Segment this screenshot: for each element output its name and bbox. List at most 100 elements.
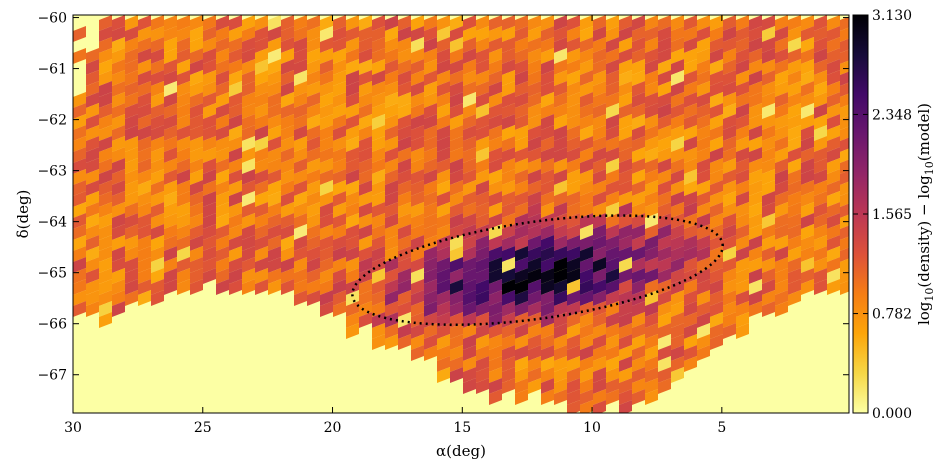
heatmap-cell (749, 147, 762, 163)
heatmap-cell (541, 257, 554, 273)
heatmap-cell (242, 268, 255, 284)
heatmap-cell (385, 37, 398, 53)
heatmap-cell (606, 389, 619, 405)
heatmap-cell (593, 202, 606, 218)
heatmap-cell (216, 169, 229, 185)
heatmap-cell (658, 59, 671, 75)
heatmap-cell (541, 378, 554, 394)
heatmap-cell (541, 323, 554, 339)
heatmap-cell (515, 37, 528, 53)
heatmap-cell (372, 290, 385, 306)
heatmap-cell (554, 279, 567, 295)
heatmap-cell (567, 268, 580, 284)
heatmap-cell (450, 81, 463, 97)
heatmap-cell (398, 81, 411, 97)
heatmap-cell (645, 367, 658, 383)
heatmap-cell (151, 136, 164, 152)
heatmap-cell (99, 191, 112, 207)
heatmap-cell (320, 235, 333, 251)
heatmap-cell (827, 257, 840, 273)
heatmap-cell (723, 246, 736, 262)
heatmap-cell (294, 59, 307, 75)
heatmap-cell (736, 59, 749, 75)
heatmap-cell (242, 92, 255, 108)
heatmap-cell (554, 48, 567, 64)
heatmap-cell (567, 158, 580, 174)
heatmap-cell (567, 37, 580, 53)
heatmap-cell (489, 301, 502, 317)
heatmap-cell (567, 81, 580, 97)
heatmap-cell (541, 202, 554, 218)
heatmap-cell (541, 15, 554, 31)
heatmap-cell (463, 378, 476, 394)
heatmap-cell (515, 26, 528, 42)
heatmap-cell (762, 114, 775, 130)
heatmap-cell (411, 180, 424, 196)
heatmap-cell (502, 268, 515, 284)
heatmap-cell (138, 213, 151, 229)
heatmap-cell (632, 290, 645, 306)
heatmap-cell (346, 191, 359, 207)
heatmap-cell (437, 92, 450, 108)
heatmap-cell (424, 345, 437, 361)
heatmap-cell (554, 191, 567, 207)
heatmap-cell (788, 114, 801, 130)
heatmap-cell (450, 169, 463, 185)
heatmap-cell (593, 378, 606, 394)
heatmap-cell (151, 224, 164, 240)
heatmap-cell (762, 158, 775, 174)
heatmap-cell (164, 158, 177, 174)
heatmap-cell (723, 125, 736, 141)
heatmap-cell (567, 389, 580, 405)
heatmap-cell (125, 246, 138, 262)
heatmap-cell (138, 235, 151, 251)
heatmap-cell (528, 279, 541, 295)
heatmap-cell (476, 213, 489, 229)
heatmap-cell (346, 136, 359, 152)
heatmap-cell (788, 70, 801, 86)
heatmap-cell (710, 15, 723, 31)
heatmap-cell (463, 323, 476, 339)
heatmap-cell (86, 158, 99, 174)
heatmap-cell (450, 125, 463, 141)
heatmap-cell (489, 180, 502, 196)
heatmap-cell (190, 191, 203, 207)
heatmap-cell (294, 136, 307, 152)
heatmap-cell (814, 103, 827, 119)
heatmap-cell (554, 158, 567, 174)
heatmap-cell (749, 235, 762, 251)
heatmap-cell (112, 268, 125, 284)
heatmap-cell (346, 114, 359, 130)
heatmap-cell (450, 191, 463, 207)
heatmap-cell (229, 191, 242, 207)
heatmap-cell (710, 213, 723, 229)
heatmap-cell (502, 246, 515, 262)
heatmap-cell (697, 301, 710, 317)
heatmap-cell (320, 59, 333, 75)
heatmap-cell (450, 26, 463, 42)
heatmap-cell (736, 224, 749, 240)
heatmap-cell (268, 48, 281, 64)
heatmap-cell (489, 70, 502, 86)
heatmap-cell (567, 290, 580, 306)
heatmap-cell (827, 48, 840, 64)
heatmap-cell (320, 191, 333, 207)
heatmap-cell (112, 15, 125, 31)
heatmap-cell (502, 169, 515, 185)
heatmap-cell (593, 136, 606, 152)
heatmap-cell (151, 180, 164, 196)
heatmap-cell (320, 70, 333, 86)
heatmap-cell (73, 169, 86, 185)
heatmap-cell (203, 169, 216, 185)
heatmap-cell (385, 257, 398, 273)
x-tick-label: 20 (324, 420, 342, 436)
heatmap-cell (385, 158, 398, 174)
heatmap-cell (736, 279, 749, 295)
heatmap-cell (229, 257, 242, 273)
heatmap-cell (216, 81, 229, 97)
heatmap-cell (346, 48, 359, 64)
heatmap-cell (814, 92, 827, 108)
heatmap-cell (749, 246, 762, 262)
heatmap-cell (281, 136, 294, 152)
